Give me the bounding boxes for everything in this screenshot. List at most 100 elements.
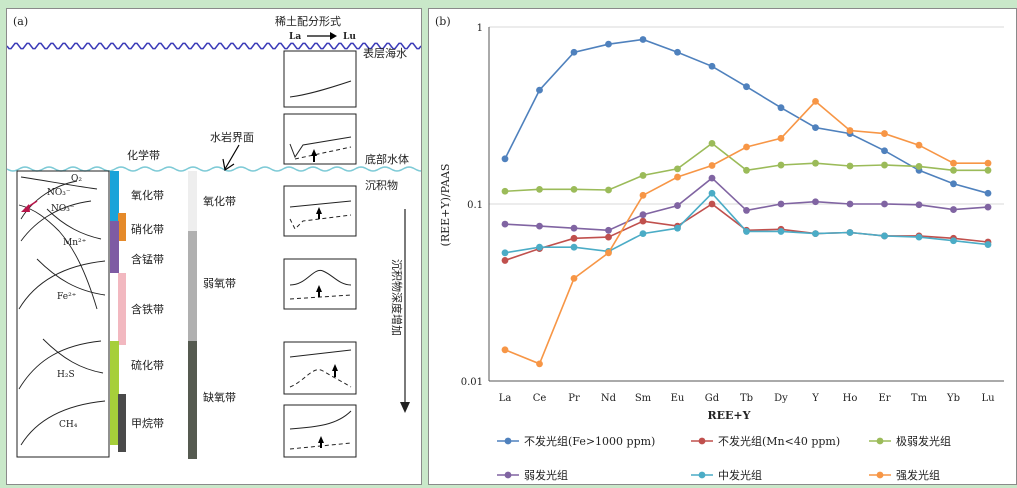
legend-swatch-marker-3 [504, 471, 512, 479]
point-1-La [501, 257, 509, 264]
point-5-Ce [536, 360, 543, 368]
pattern-box-5 [283, 341, 357, 395]
iron-zone-bar [118, 273, 126, 345]
x-tick-label-Yb: Yb [946, 393, 960, 404]
point-3-Sm [639, 211, 647, 219]
x-tick-label-Pr: Pr [568, 393, 580, 404]
point-0-Gd [708, 62, 716, 70]
sulfide-zone-bar [110, 341, 119, 445]
pattern-box-6 [283, 404, 357, 458]
point-0-La [501, 155, 509, 163]
species-mn: Mn²⁺ [63, 238, 87, 248]
point-3-Y [812, 198, 819, 206]
species-o2: O₂ [71, 174, 82, 184]
pattern-curve-6 [289, 410, 352, 430]
legend-swatch-marker-5 [876, 471, 884, 479]
y-tick-label-0: 1 [477, 23, 483, 34]
point-2-Yb [950, 166, 957, 174]
point-3-Tm [915, 201, 923, 209]
point-5-Ho [846, 127, 854, 134]
panel-a-label: (a) [13, 15, 28, 28]
point-2-Y [812, 159, 819, 167]
point-4-Tm [915, 233, 923, 241]
legend-label-5: 强发光组 [896, 468, 940, 482]
point-3-Ce [536, 222, 543, 230]
chem-zone-manganese: 含锰带 [131, 252, 164, 266]
depth-arrowhead [400, 402, 410, 413]
point-4-Ce [536, 243, 543, 251]
point-2-Ce [536, 185, 543, 193]
point-4-Pr [570, 243, 578, 251]
point-3-Lu [984, 203, 992, 211]
point-4-Y [812, 230, 819, 238]
point-3-Yb [950, 206, 957, 213]
point-3-Eu [674, 202, 681, 209]
pattern-curve-5 [289, 349, 352, 358]
panel-a-redox-zonation: (a) 稀土配分形式 La Lu 表层海水 水岩界面 化学带 底部水体 沉积物 [6, 8, 422, 485]
chem-zone-iron: 含铁带 [131, 302, 164, 316]
interface-pointer-head [222, 158, 235, 172]
pattern-dash-2 [294, 146, 352, 160]
x-tick-label-Er: Er [878, 393, 890, 404]
series-lines [501, 36, 992, 368]
x-tick-label-Gd: Gd [705, 393, 720, 404]
point-5-Tb [743, 143, 750, 151]
interface-pointer [224, 144, 240, 170]
point-4-Lu [984, 241, 992, 248]
point-5-Dy [777, 134, 785, 142]
panel-b-chart: (b) 1 0.1 0.01 La Ce Pr Nd Sm Eu Gd Tb Dy Y Ho Er Tm Yb… [428, 8, 1017, 485]
point-3-Pr [570, 224, 578, 232]
point-2-La [501, 187, 509, 195]
y-tick-labels: 1 0.1 0.01 [461, 23, 483, 388]
point-2-Pr [570, 185, 578, 193]
pattern-boxes [283, 50, 357, 458]
x-tick-label-Ho: Ho [843, 393, 858, 404]
point-5-Nd [605, 249, 612, 257]
x-tick-label-Eu: Eu [671, 393, 685, 404]
pattern-curve-2 [289, 136, 352, 159]
chem-zone-methane: 甲烷带 [131, 416, 164, 430]
pattern-dash-5 [289, 369, 352, 388]
surface-water-wave [6, 42, 422, 50]
point-3-Tb [743, 207, 750, 214]
methane-zone-bar [118, 394, 126, 452]
pattern-box-4 [283, 258, 357, 310]
legend-swatch-marker-0 [504, 437, 512, 445]
redox-oxic-bar [188, 171, 197, 231]
species-ch4: CH₄ [59, 420, 78, 430]
x-tick-label-La: La [499, 393, 512, 404]
x-tick-label-Dy: Dy [774, 393, 788, 404]
point-2-Nd [605, 186, 612, 194]
chart-gridlines [489, 26, 1004, 382]
legend-label-1: 不发光组(Mn<40 ppm) [718, 434, 840, 448]
redox-zone-suboxic: 弱氧带 [203, 276, 236, 290]
legend-label-4: 中发光组 [718, 468, 762, 482]
point-2-Eu [674, 165, 681, 173]
point-5-Lu [984, 159, 992, 167]
point-5-Yb [950, 159, 957, 167]
series-line-4 [504, 192, 989, 254]
la-lu-arrowhead [330, 32, 337, 40]
panel-b-label: (b) [435, 15, 451, 28]
point-2-Dy [777, 161, 785, 169]
redox-suboxic-bar [188, 231, 197, 341]
bottom-water-label: 底部水体 [365, 152, 409, 166]
pattern-box-3 [283, 185, 357, 237]
point-0-Pr [570, 48, 578, 56]
point-3-Ho [846, 200, 854, 208]
point-0-Sm [639, 36, 647, 43]
point-4-Ho [846, 229, 854, 236]
pattern-dash-3 [289, 214, 352, 230]
la-label: La [289, 32, 301, 42]
point-3-Gd [708, 174, 716, 182]
point-3-La [501, 220, 509, 228]
legend-swatch-marker-2 [876, 437, 884, 445]
ree-pattern-chart: (b) 1 0.1 0.01 La Ce Pr Nd Sm Eu Gd Tb Dy Y Ho Er Tm Yb… [435, 15, 1004, 482]
x-tick-label-Sm: Sm [635, 393, 652, 404]
redox-zone-oxic: 氧化带 [203, 194, 236, 208]
y-tick-label-2: 0.01 [461, 377, 483, 388]
panel-a-svg: (a) 稀土配分形式 La Lu 表层海水 水岩界面 化学带 底部水体 沉积物 [6, 15, 422, 459]
point-4-Eu [674, 224, 681, 232]
manganese-zone-bar [110, 221, 119, 273]
